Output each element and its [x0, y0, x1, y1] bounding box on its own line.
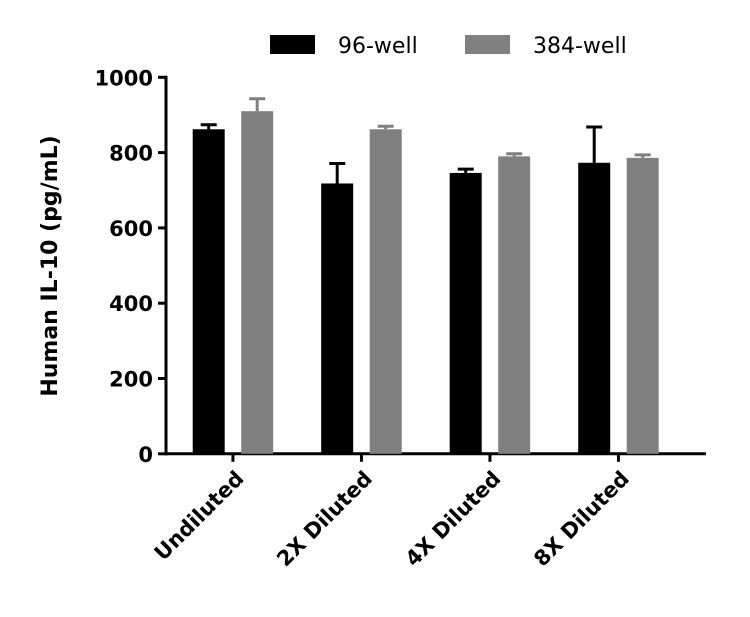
bar-384-well — [369, 129, 402, 454]
bar-96-well — [449, 172, 482, 454]
bar-384-well — [498, 156, 531, 454]
legend-swatch — [465, 35, 510, 54]
legend-swatch — [270, 35, 315, 54]
bars — [192, 97, 659, 454]
y-tick-label: 600 — [109, 217, 153, 241]
bar-96-well — [321, 183, 354, 454]
legend-label: 96-well — [338, 34, 418, 59]
bar-96-well — [192, 129, 225, 454]
y-tick-label: 1000 — [95, 66, 153, 90]
y-tick-label: 0 — [138, 443, 153, 467]
bar-96-well — [578, 162, 611, 454]
legend: 96-well 384-well — [270, 34, 627, 59]
x-tick-label: 8X Diluted — [529, 466, 634, 571]
legend-label: 384-well — [533, 34, 627, 59]
x-tick-label: 2X Diluted — [272, 466, 377, 571]
bar-384-well — [241, 111, 274, 454]
y-tick-label: 200 — [109, 368, 153, 392]
bar-384-well — [626, 157, 659, 454]
y-axis-label: Human IL-10 (pg/mL) — [38, 135, 63, 396]
x-tick-label: 4X Diluted — [401, 466, 506, 571]
y-tick-label: 400 — [109, 292, 153, 316]
y-tick-label: 800 — [109, 142, 153, 166]
x-tick-label: Undiluted — [150, 466, 249, 565]
